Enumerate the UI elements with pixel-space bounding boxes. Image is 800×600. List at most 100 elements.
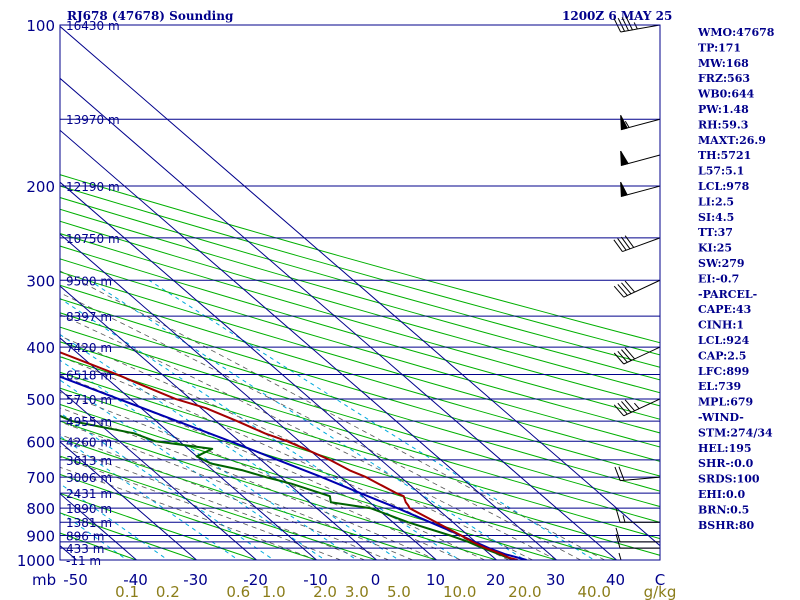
wind-barb [620, 150, 661, 167]
pressure-label: 300 [26, 272, 55, 290]
temperature-tick-label: -40 [123, 571, 148, 589]
barb-full [624, 347, 636, 360]
temperature-axis-labels: mb -50 -40 -30 -20 -10 0 10 20 30 40 C [32, 571, 665, 589]
pressure-label: 900 [26, 528, 55, 546]
barb-full [615, 508, 621, 523]
dry-adiabat-line [60, 220, 660, 394]
temperature-tick-label: 40 [606, 571, 625, 589]
barb-full [615, 527, 621, 543]
index-value: LFC:899 [698, 365, 749, 378]
dry-adiabat-line [60, 298, 660, 477]
mixing-ratio-label: 40.0 [578, 583, 611, 600]
index-value: SHR-:0.0 [698, 457, 754, 470]
pressure-label: 400 [26, 339, 55, 357]
isobars [60, 25, 660, 560]
height-label: 1890 m [66, 502, 112, 516]
index-value: TH:5721 [698, 149, 751, 162]
height-label: 1381 m [66, 516, 112, 530]
plot-frame [59, 24, 661, 561]
height-label: 896 m [66, 530, 104, 544]
barb-full [617, 284, 628, 296]
barb-half [624, 120, 630, 128]
barb-staff [623, 398, 661, 417]
barb-full [621, 282, 632, 295]
isotherm-line [60, 129, 557, 560]
height-label: 7420 m [66, 341, 112, 355]
index-value: EI:-0.7 [698, 272, 739, 285]
barb-staff [621, 118, 661, 131]
index-value: MW:168 [698, 57, 749, 70]
pressure-label: 1000 [17, 552, 55, 570]
pressure-label: 600 [26, 433, 55, 451]
index-value: -WIND- [698, 411, 744, 424]
isotherm-line [0, 25, 17, 560]
isotherms [0, 25, 660, 560]
index-value: CAPE:43 [698, 303, 751, 316]
wind-barb [620, 115, 661, 131]
index-value: BSHR:80 [698, 519, 754, 532]
dry-adiabat-line [60, 455, 379, 560]
indices-panel: WMO:47678 TP:171 MW:168 FRZ:563 WB0:644 PW:1.… [697, 26, 775, 532]
mixing-ratio-label: 0.6 [226, 583, 250, 600]
barb-staff [623, 346, 661, 365]
isotherm-line [60, 337, 317, 560]
dry-adiabat-line [60, 271, 660, 448]
dry-adiabat-line [60, 341, 660, 523]
barb-staff [622, 237, 661, 253]
barb-staff [620, 24, 661, 33]
dry-adiabat-line [60, 420, 499, 560]
index-value: LCL:978 [698, 180, 750, 193]
wind-barb [614, 466, 661, 482]
index-value: STM:274/34 [698, 426, 773, 439]
temperature-line [60, 351, 518, 560]
chart-datetime: 1200Z 6 MAY 25 [562, 9, 672, 23]
dry-adiabat-line [60, 233, 660, 407]
index-value: SRDS:100 [698, 473, 760, 486]
dry-adiabat-line [60, 473, 319, 560]
isotherm-line [60, 441, 197, 560]
temperature-profile [60, 351, 518, 560]
index-value: TT:37 [698, 226, 733, 239]
temperature-tick-label: -20 [243, 571, 268, 589]
barb-full [613, 404, 625, 417]
index-value: CAP:2.5 [698, 349, 746, 362]
mixing-ratio-label: 0.1 [115, 583, 139, 600]
dry-adiabat-line [60, 197, 660, 368]
dry-adiabat-line [60, 284, 660, 462]
height-label: 10750 m [66, 232, 120, 246]
barb-full [617, 350, 628, 363]
index-value: HEL:195 [698, 442, 752, 455]
pressure-label: 800 [26, 500, 55, 518]
index-value: TP:171 [698, 41, 741, 54]
mixing-ratio-axis-labels: 0.1 0.2 0.6 1.0 2.0 3.0 5.0 10.0 20.0 40.0 g/kg [115, 583, 676, 600]
barb-staff [621, 185, 661, 197]
barb-half [622, 515, 626, 523]
pressure-label: 500 [26, 391, 55, 409]
dry-adiabat-line [60, 185, 660, 356]
mixing-ratio-label: 2.0 [313, 583, 337, 600]
moist-adiabat-line [60, 434, 389, 560]
dry-adiabat-line [60, 208, 660, 381]
dry-adiabat-line [60, 532, 138, 560]
barb-half [618, 552, 622, 561]
barb-full [615, 533, 621, 549]
index-value: KI:25 [698, 242, 732, 255]
mixing-ratio-label: 3.0 [345, 583, 369, 600]
wind-barb [613, 16, 661, 33]
height-label: 3613 m [66, 454, 112, 468]
barb-full [624, 399, 636, 412]
moist-adiabat-line [60, 456, 341, 560]
index-value: -PARCEL- [698, 288, 757, 301]
dewpoint-profile [60, 414, 515, 560]
height-label: 4260 m [66, 435, 112, 449]
index-value: LI:2.5 [698, 195, 734, 208]
wind-barb [615, 533, 660, 549]
temperature-tick-label: 30 [546, 571, 565, 589]
pressure-label: 100 [26, 17, 55, 35]
wind-barb [615, 508, 660, 523]
dry-adiabat-line [60, 371, 660, 556]
temperature-tick-label: 10 [426, 571, 445, 589]
barb-full [624, 235, 635, 248]
isotherm-line [60, 389, 257, 560]
